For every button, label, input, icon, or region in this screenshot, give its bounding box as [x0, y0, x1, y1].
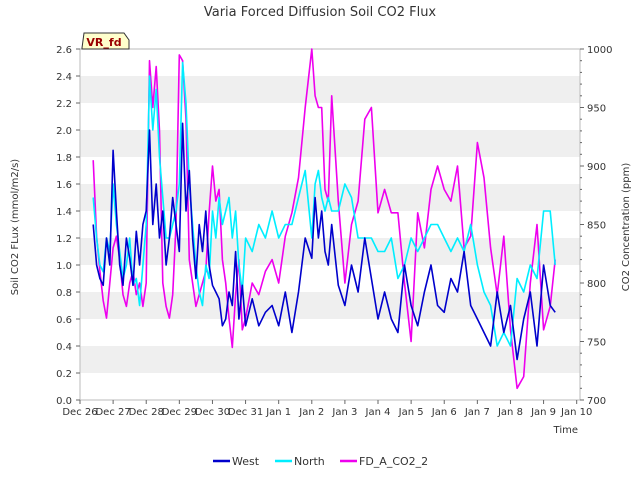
- y-tick-label-left: 2.0: [56, 126, 72, 137]
- y-tick-label-left: 0.2: [56, 369, 72, 380]
- grid-band: [80, 76, 580, 103]
- x-tick-label: Jan 9: [530, 407, 556, 418]
- x-axis-label: Time: [553, 425, 578, 436]
- grid-band: [80, 265, 580, 292]
- legend-label-fd-a-co2-2: FD_A_CO2_2: [359, 455, 428, 468]
- series-line-north: [92, 61, 556, 347]
- y-tick-label-right: 800: [587, 279, 606, 290]
- y-tick-label-right: 750: [587, 338, 606, 349]
- x-tick-label: Jan 1: [265, 407, 291, 418]
- y-axis-label-right: CO2 Concentration (ppm): [621, 163, 632, 292]
- y-tick-label-left: 2.4: [56, 72, 72, 83]
- x-tick-label: Dec 26: [62, 407, 97, 418]
- y-tick-label-left: 1.6: [56, 180, 72, 191]
- y-tick-label-left: 0.0: [56, 396, 72, 407]
- grid-band: [80, 373, 580, 400]
- x-tick-label: Jan 10: [560, 407, 592, 418]
- series-layer: [92, 48, 556, 390]
- y-tick-label-left: 2.2: [56, 99, 72, 110]
- y-tick-label-left: 0.6: [56, 315, 72, 326]
- y-tick-label-right: 950: [587, 104, 606, 115]
- x-tick-label: Jan 5: [398, 407, 424, 418]
- y-tick-label-left: 1.8: [56, 153, 72, 164]
- grid-band: [80, 292, 580, 319]
- y-tick-label-left: 0.8: [56, 288, 72, 299]
- legend: West North FD_A_CO2_2: [213, 455, 428, 468]
- y-tick-label-right: 900: [587, 162, 606, 173]
- chart-title: Varia Forced Diffusion Soil CO2 Flux: [204, 5, 437, 20]
- x-tick-label: Jan 6: [431, 407, 457, 418]
- y-tick-label-left: 1.2: [56, 234, 72, 245]
- y-tick-label-left: 1.4: [56, 207, 72, 218]
- x-tick-label: Jan 2: [298, 407, 324, 418]
- legend-label-west: West: [232, 455, 260, 468]
- x-tick-label: Dec 29: [162, 407, 197, 418]
- grid-band: [80, 319, 580, 346]
- grid-band: [80, 346, 580, 373]
- legend-label-north: North: [294, 455, 325, 468]
- x-tick-label: Jan 3: [331, 407, 357, 418]
- grid-band: [80, 211, 580, 238]
- x-tick-label: Dec 30: [195, 407, 230, 418]
- x-tick-label: Jan 4: [365, 407, 391, 418]
- right-axis-ticks: 700 750 800 850 900 950 1000: [580, 45, 612, 407]
- y-tick-label-right: 700: [587, 396, 606, 407]
- vr-badge: VR_fd: [81, 32, 130, 50]
- y-tick-label-right: 1000: [587, 45, 612, 56]
- x-tick-label: Jan 7: [464, 407, 490, 418]
- series-line-west: [92, 122, 556, 361]
- x-tick-label: Dec 27: [95, 407, 130, 418]
- x-tick-label: Dec 28: [129, 407, 164, 418]
- y-tick-label-left: 2.6: [56, 45, 72, 56]
- x-tick-label: Jan 8: [497, 407, 523, 418]
- y-tick-label-left: 0.4: [56, 342, 72, 353]
- vr-badge-label: VR_fd: [86, 36, 121, 49]
- y-tick-label-left: 1.0: [56, 261, 72, 272]
- left-axis-ticks: 0.0 0.2 0.4 0.6 0.8 1.0 1.2 1.4 1.6 1.8 2.0 2.2 2.4 2…: [56, 45, 80, 407]
- y-axis-label-left: Soil CO2 FLux (mmol/m2/s): [10, 159, 21, 296]
- x-tick-label: Dec 31: [228, 407, 263, 418]
- series-line-fd-a-co2-2: [92, 48, 556, 390]
- y-tick-label-right: 850: [587, 221, 606, 232]
- grid-band: [80, 49, 580, 76]
